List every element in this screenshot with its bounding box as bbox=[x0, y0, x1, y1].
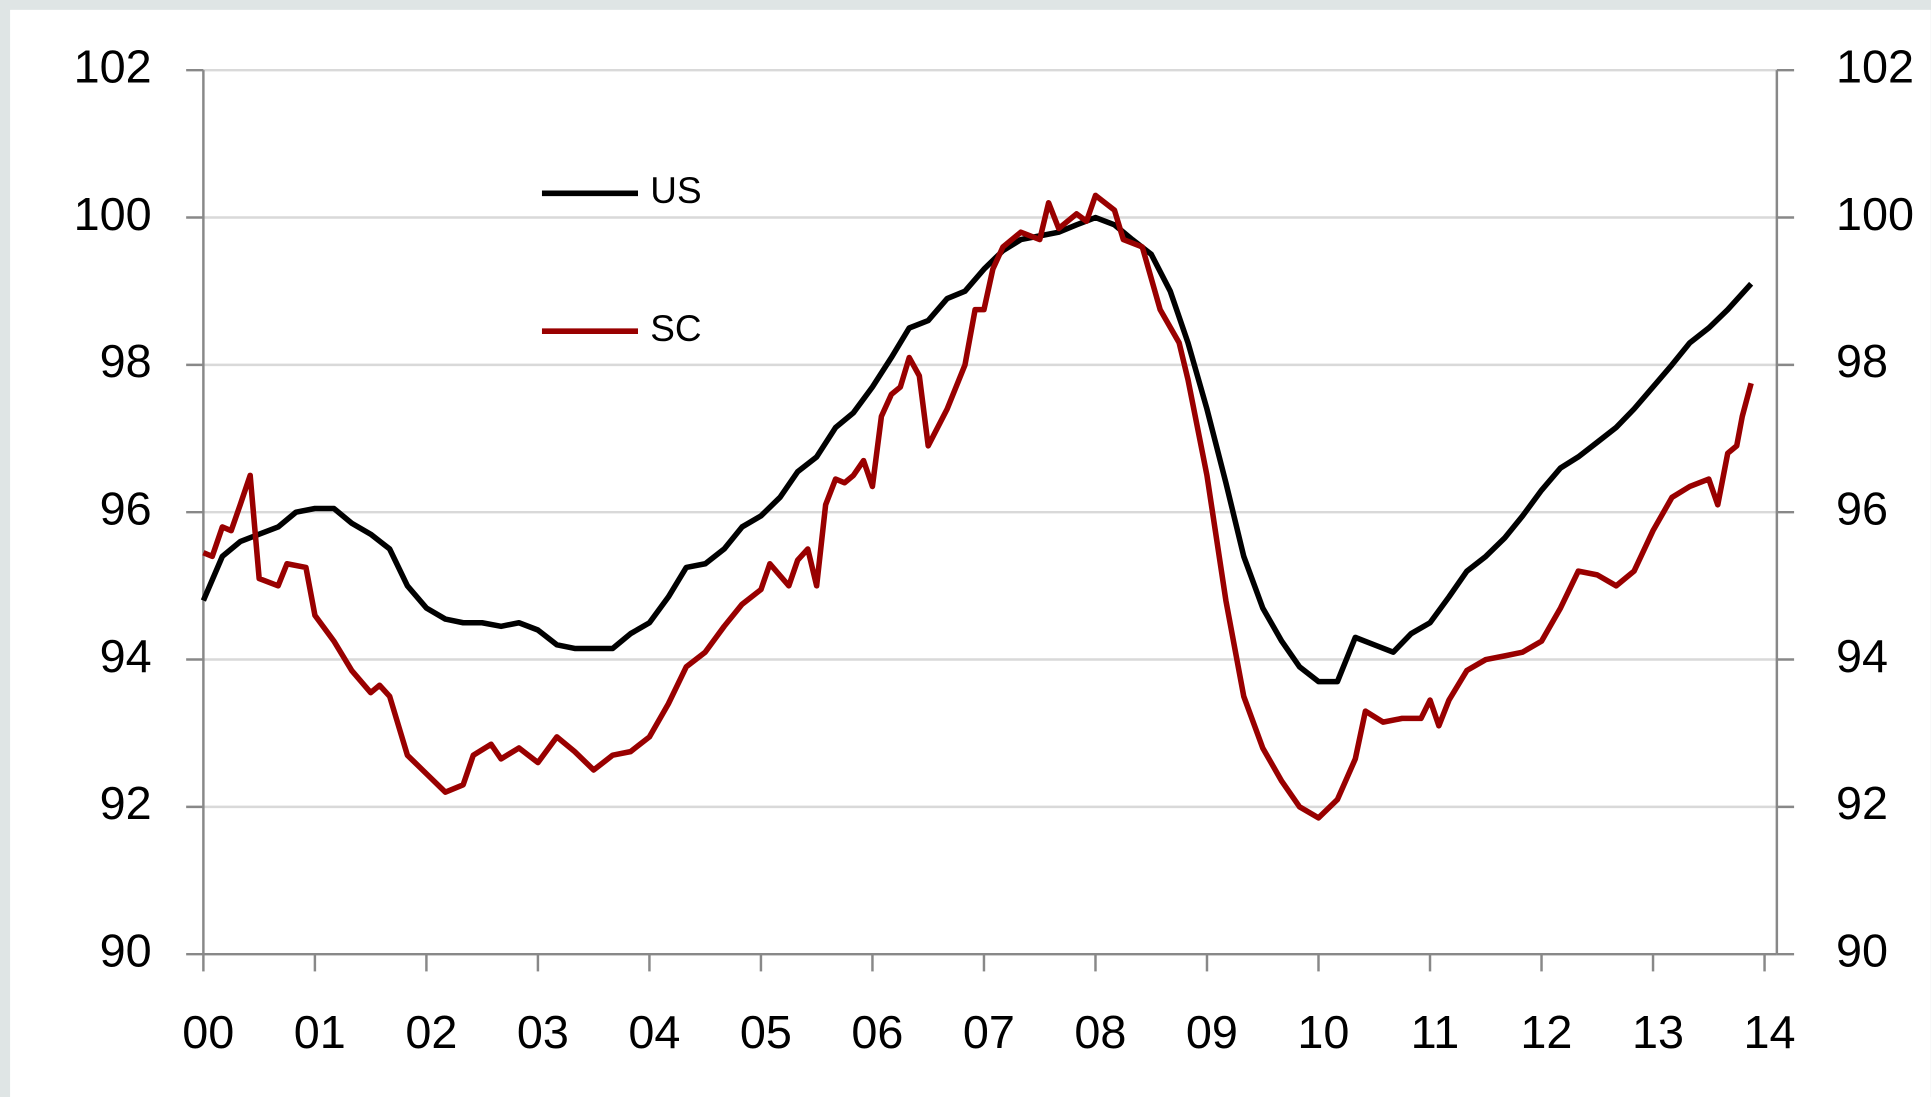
y-tick-label: 98 bbox=[100, 335, 152, 387]
x-tick-label: 06 bbox=[851, 1006, 903, 1058]
y2-tick-label: 94 bbox=[1836, 630, 1888, 682]
y-tick-label: 96 bbox=[100, 483, 152, 535]
y2-tick-label: 98 bbox=[1836, 335, 1888, 387]
x-tick-label: 07 bbox=[963, 1006, 1015, 1058]
y-tick-label: 100 bbox=[74, 188, 152, 240]
x-tick-label: 01 bbox=[294, 1006, 346, 1058]
y-tick-label: 102 bbox=[74, 41, 152, 93]
y-tick-label: 90 bbox=[100, 925, 152, 977]
x-tick-label: 05 bbox=[740, 1006, 792, 1058]
x-tick-label: 03 bbox=[517, 1006, 569, 1058]
plot-background bbox=[10, 9, 1931, 1097]
x-tick-label: 14 bbox=[1743, 1006, 1795, 1058]
x-tick-label: 13 bbox=[1632, 1006, 1684, 1058]
x-tick-label: 08 bbox=[1074, 1006, 1126, 1058]
y2-tick-label: 100 bbox=[1836, 188, 1914, 240]
legend-label: SC bbox=[650, 308, 701, 349]
x-tick-label: 11 bbox=[1411, 1006, 1460, 1058]
x-tick-label: 02 bbox=[405, 1006, 457, 1058]
y2-tick-label: 102 bbox=[1836, 41, 1914, 93]
x-tick-label: 04 bbox=[628, 1006, 680, 1058]
series-line bbox=[202, 192, 1754, 821]
y2-tick-label: 96 bbox=[1836, 483, 1888, 535]
y2-tick-label: 90 bbox=[1836, 925, 1888, 977]
x-tick-label: 00 bbox=[182, 1006, 234, 1058]
x-tick-label: 10 bbox=[1297, 1006, 1349, 1058]
legend-label: US bbox=[650, 170, 701, 211]
x-tick-label: 12 bbox=[1520, 1006, 1572, 1058]
x-tick-label: 09 bbox=[1186, 1006, 1238, 1058]
y2-tick-label: 92 bbox=[1836, 777, 1888, 829]
y-tick-label: 94 bbox=[100, 630, 152, 682]
series-line bbox=[200, 214, 1754, 685]
y-tick-label: 92 bbox=[100, 777, 152, 829]
